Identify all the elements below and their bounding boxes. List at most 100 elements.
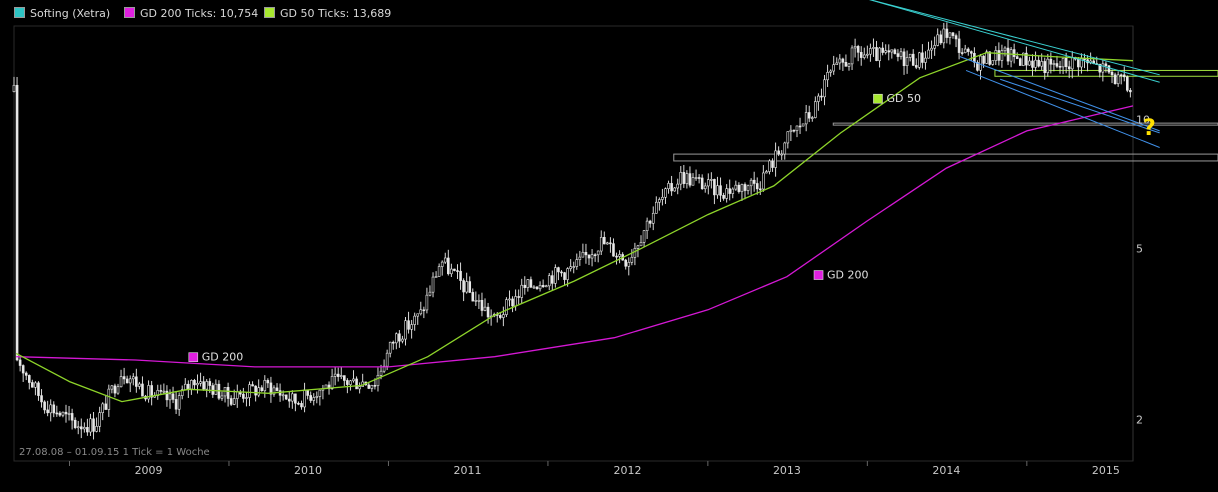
legend-item-gd200[interactable]: GD 200 Ticks: 10,754 (124, 7, 258, 20)
candle-body (462, 280, 465, 293)
candle-body (407, 320, 410, 330)
candle-body (667, 183, 670, 189)
candle-body (859, 52, 863, 58)
candle-body (890, 49, 894, 53)
candle-body (61, 411, 65, 416)
candle-body (581, 252, 585, 258)
candle-body (1000, 50, 1004, 61)
moving-averages (15, 52, 1134, 403)
candle-body (266, 380, 270, 384)
candle-body (401, 338, 404, 342)
candle-body (703, 185, 707, 190)
candle-body (887, 50, 891, 53)
legend-item-softing[interactable]: Softing (Xetra) (14, 7, 110, 20)
legend-label-gd200: GD 200 Ticks: 10,754 (140, 7, 259, 20)
candle-body (599, 236, 603, 252)
candle-body (936, 34, 939, 46)
candle-body (578, 256, 582, 260)
candle-body (251, 384, 254, 387)
candle-body (856, 46, 860, 53)
candle-body (37, 382, 40, 396)
candle-body (584, 252, 588, 256)
horizontal-zone (994, 69, 1218, 77)
candle-body (141, 383, 144, 397)
candle-body (404, 320, 407, 340)
candle-body (291, 393, 294, 402)
candle-body (673, 187, 676, 192)
candle-body (287, 398, 291, 402)
candle-body (474, 300, 478, 302)
candle-body (83, 427, 86, 430)
candle-body (443, 257, 447, 263)
candle-body (587, 254, 591, 259)
candle-body (624, 259, 628, 267)
candle-body (1098, 63, 1102, 73)
candle-body (731, 188, 735, 194)
candle-body (612, 243, 615, 257)
y-tick-label: 5 (1136, 243, 1143, 256)
candle-body (593, 254, 597, 257)
candle-body (336, 373, 340, 377)
candle-body (927, 49, 930, 59)
candle-body (719, 185, 722, 196)
candle-body (966, 48, 970, 52)
candle-body (572, 266, 576, 268)
candle-body (284, 394, 288, 400)
candle-body (1025, 52, 1028, 66)
candle-body (208, 381, 212, 386)
candle-body (526, 279, 530, 288)
horizontal-zone (832, 122, 1218, 126)
candle-body (214, 383, 218, 395)
candle-body (970, 51, 973, 54)
candle-body (529, 279, 533, 288)
candle-body (878, 47, 881, 61)
legend-item-gd50[interactable]: GD 50 Ticks: 13,689 (264, 7, 391, 20)
candle-body (523, 284, 527, 288)
candle-body (538, 285, 542, 290)
candle-body (639, 242, 643, 247)
question-mark: ? (1143, 116, 1156, 141)
candle-body (367, 384, 371, 389)
candle-body (575, 259, 579, 267)
candle-body (838, 58, 842, 64)
candle-body (1119, 74, 1123, 77)
candle-body (428, 291, 432, 296)
candle-body (92, 418, 95, 432)
candle-body (676, 183, 680, 189)
candle-body (459, 270, 462, 281)
y-tick-label: 2 (1136, 413, 1143, 426)
candle-body (884, 50, 887, 53)
annotation-label: GD 200 (202, 351, 244, 364)
candle-body (551, 275, 554, 284)
candle-body (1070, 57, 1074, 70)
candle-body (382, 365, 386, 372)
candle-body (517, 296, 520, 298)
candle-body (202, 381, 205, 390)
candle-body (248, 384, 251, 398)
candle-body (982, 55, 985, 64)
candle-body (1003, 47, 1007, 52)
candle-body (76, 426, 80, 429)
candle-body (352, 378, 355, 382)
candle-body (795, 125, 799, 131)
annotation-marker (813, 270, 824, 280)
candle-body (627, 262, 631, 267)
candle-body (921, 52, 924, 63)
candle-body (434, 276, 438, 278)
candle-body (1018, 58, 1022, 66)
legend: Softing (Xetra) GD 200 Ticks: 10,754 GD … (0, 0, 1218, 26)
candle-body (180, 389, 184, 396)
candle-body (988, 51, 991, 65)
candle-body (563, 272, 566, 280)
candle-body (700, 177, 704, 190)
candle-body (817, 95, 820, 102)
candle-body (807, 112, 811, 119)
candle-body (1049, 58, 1053, 65)
candle-body (765, 171, 768, 174)
candle-body (771, 160, 774, 168)
plot-frame (13, 25, 1134, 462)
candle-body (471, 292, 475, 302)
candle-body (168, 393, 172, 401)
candle-body (875, 47, 878, 61)
